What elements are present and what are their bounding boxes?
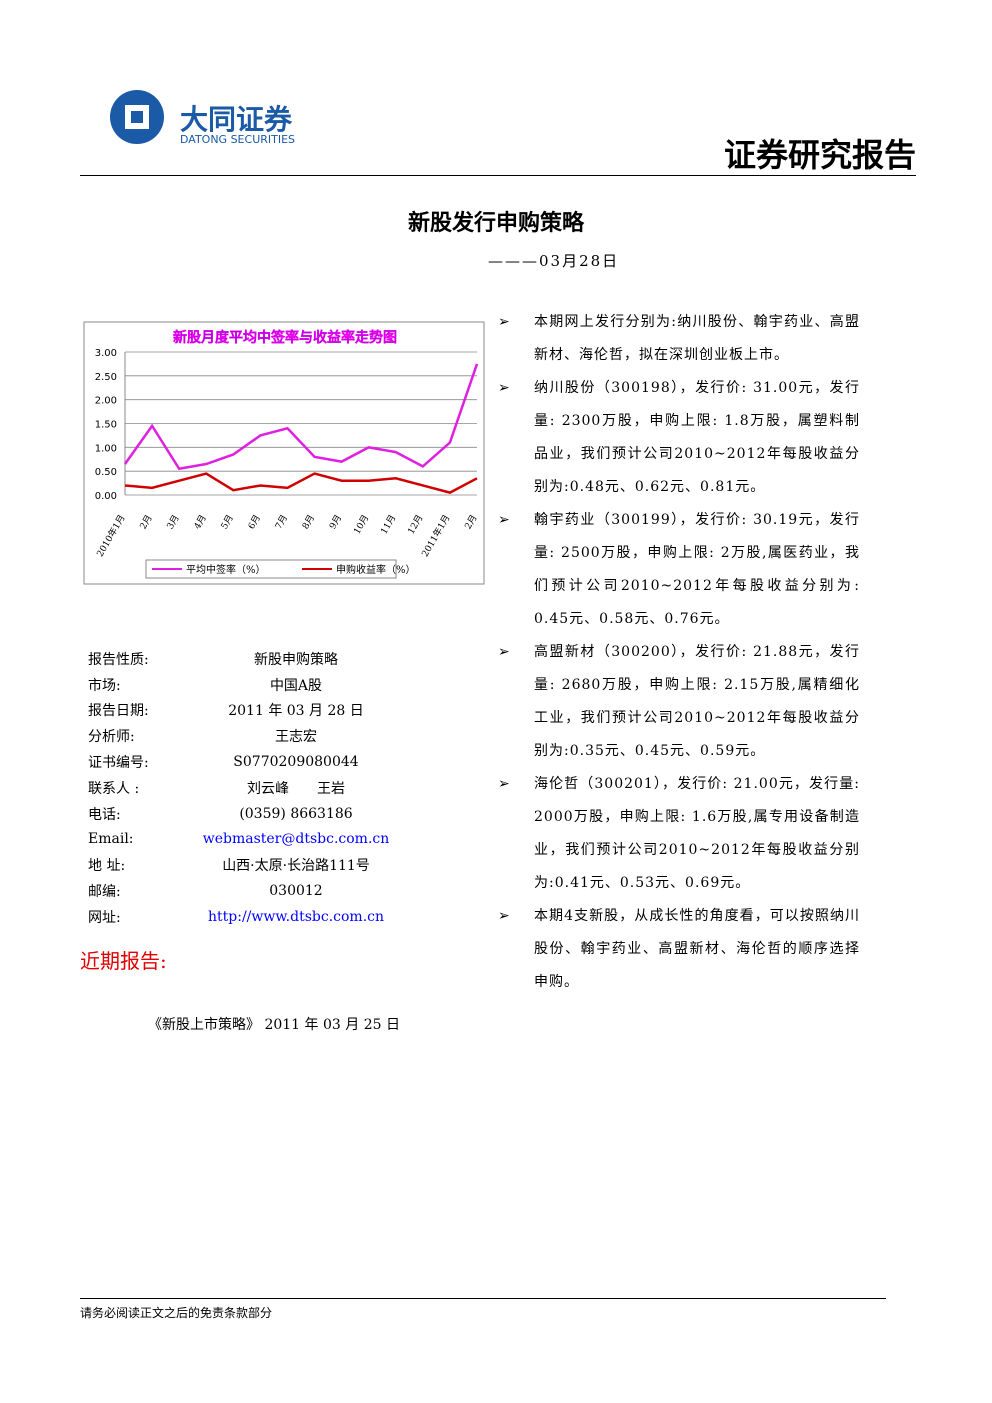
info-value: 山西·太原·长治路111号 — [186, 852, 406, 878]
info-table: 报告性质: 新股申购策略市场: 中国A股报告日期: 2011 年 03 月 28 日分… — [88, 646, 406, 930]
recent-heading: 近期报告: — [80, 949, 167, 973]
info-value: 030012 — [186, 878, 406, 904]
bullets: 本期网上发行分别为:纳川股份、翰宇药业、高盟新材、海伦哲，拟在深圳创业板上市。纳… — [498, 306, 860, 999]
info-row: Email: webmaster@dtsbc.com.cn — [88, 827, 406, 853]
info-row: 邮编: 030012 — [88, 878, 406, 904]
info-label: 证书编号: — [88, 755, 149, 772]
info-text: 刘云峰 王岩 — [247, 780, 345, 797]
info-text: S0770209080044 — [233, 754, 359, 771]
info-label: Email: — [88, 831, 134, 848]
info-row: 联系人 : 刘云峰 王岩 — [88, 775, 406, 801]
info-row: 网址: http://www.dtsbc.com.cn — [88, 904, 406, 930]
bullet: 海伦哲（300201），发行价: 21.00元，发行量: 2000万股，申购上限… — [498, 768, 860, 900]
info-value: 刘云峰 王岩 — [186, 775, 406, 801]
info-label: 邮编: — [88, 884, 121, 901]
info-value: 王志宏 — [186, 723, 406, 749]
bullet: 高盟新材（300200），发行价: 21.88元，发行量: 2680万股，申购上… — [498, 636, 860, 768]
info-text: 新股申购策略 — [254, 651, 338, 668]
info-value: 中国A股 — [186, 672, 406, 698]
info-value: http://www.dtsbc.com.cn — [186, 904, 406, 930]
chart-frame — [83, 321, 485, 585]
info-label: 地 址: — [88, 858, 126, 875]
info-value: (0359) 8663186 — [186, 801, 406, 827]
info-label: 联系人 : — [88, 780, 140, 797]
info-text: 2011 年 03 月 28 日 — [228, 703, 364, 720]
line-series — [123, 363, 479, 471]
info-row: 地 址: 山西·太原·长治路111号 — [88, 852, 406, 878]
company-en: DATONG SECURITIES — [180, 133, 296, 146]
info-label: 报告日期: — [88, 703, 149, 720]
report-type: 证券研究报告 — [723, 136, 916, 174]
recent-item: 《新股上市策略》 2011 年 03 月 25 日 — [148, 1017, 400, 1033]
info-row: 报告性质: 新股申购策略 — [88, 646, 406, 672]
info-link[interactable]: http://www.dtsbc.com.cn — [208, 908, 384, 925]
recent-list: 《新股上市策略》 2011 年 03 月 25 日 — [148, 1014, 400, 1034]
header-rule — [80, 175, 916, 176]
title: 新股发行申购策略 — [407, 210, 584, 236]
info-text: 中国A股 — [269, 677, 323, 694]
bullet: 翰宇药业（300199），发行价: 30.19元，发行量: 2500万股，申购上… — [498, 504, 860, 636]
legend-label: 平均中签率（%） — [186, 563, 266, 576]
info-label: 电话: — [88, 806, 121, 823]
y-tick-label: 0.00 — [95, 491, 117, 502]
info-value: 新股申购策略 — [186, 646, 406, 672]
info-label: 市场: — [88, 677, 121, 694]
info-value: 2011 年 03 月 28 日 — [186, 698, 406, 724]
legend-label: 申购收益率（%） — [336, 563, 416, 576]
info-link[interactable]: webmaster@dtsbc.com.cn — [202, 831, 390, 848]
company-name: 大同证券 — [180, 103, 293, 136]
info-text: 王志宏 — [275, 729, 317, 746]
info-value: S0770209080044 — [186, 749, 406, 775]
info-label: 网址: — [88, 909, 121, 926]
line-series — [124, 472, 478, 494]
bullet: 纳川股份（300198），发行价: 31.00元，发行量: 2300万股，申购上… — [498, 372, 860, 504]
y-tick-label: 1.50 — [95, 420, 117, 431]
info-text: (0359) 8663186 — [239, 805, 353, 822]
legend-box — [145, 559, 397, 579]
footer: 请务必阅读正文之后的免责条款部分 — [80, 1306, 273, 1320]
chart: 新股月度平均中签率与收益率走势图 0.00 0.50 1.00 1.50 2.00 2.5… — [83, 321, 485, 585]
info-label: 报告性质: — [88, 651, 149, 668]
info-row: 报告日期: 2011 年 03 月 28 日 — [88, 698, 406, 724]
info-text: 山西·太原·长治路111号 — [222, 858, 370, 875]
y-tick-label: 2.00 — [95, 396, 117, 407]
info-row: 证书编号: S0770209080044 — [88, 749, 406, 775]
y-tick-label: 0.50 — [95, 467, 117, 478]
info-label: 分析师: — [88, 729, 135, 746]
info-row: 电话: (0359) 8663186 — [88, 801, 406, 827]
info-row: 分析师: 王志宏 — [88, 723, 406, 749]
info-row: 市场: 中国A股 — [88, 672, 406, 698]
date: ———03月28日 — [488, 252, 620, 270]
bullet: 本期网上发行分别为:纳川股份、翰宇药业、高盟新材、海伦哲，拟在深圳创业板上市。 — [498, 306, 860, 372]
y-tick-label: 2.50 — [95, 372, 117, 383]
bullet: 本期4支新股，从成长性的角度看，可以按照纳川股份、翰宇药业、高盟新材、海伦哲的顺… — [498, 900, 860, 999]
y-tick-label: 3.00 — [95, 348, 117, 359]
footer-rule — [80, 1298, 886, 1299]
chart-title: 新股月度平均中签率与收益率走势图 — [173, 329, 397, 346]
y-tick-label: 1.00 — [95, 443, 117, 454]
logo-icon — [110, 90, 164, 144]
info-text: 030012 — [269, 883, 323, 900]
info-value: webmaster@dtsbc.com.cn — [186, 827, 406, 853]
